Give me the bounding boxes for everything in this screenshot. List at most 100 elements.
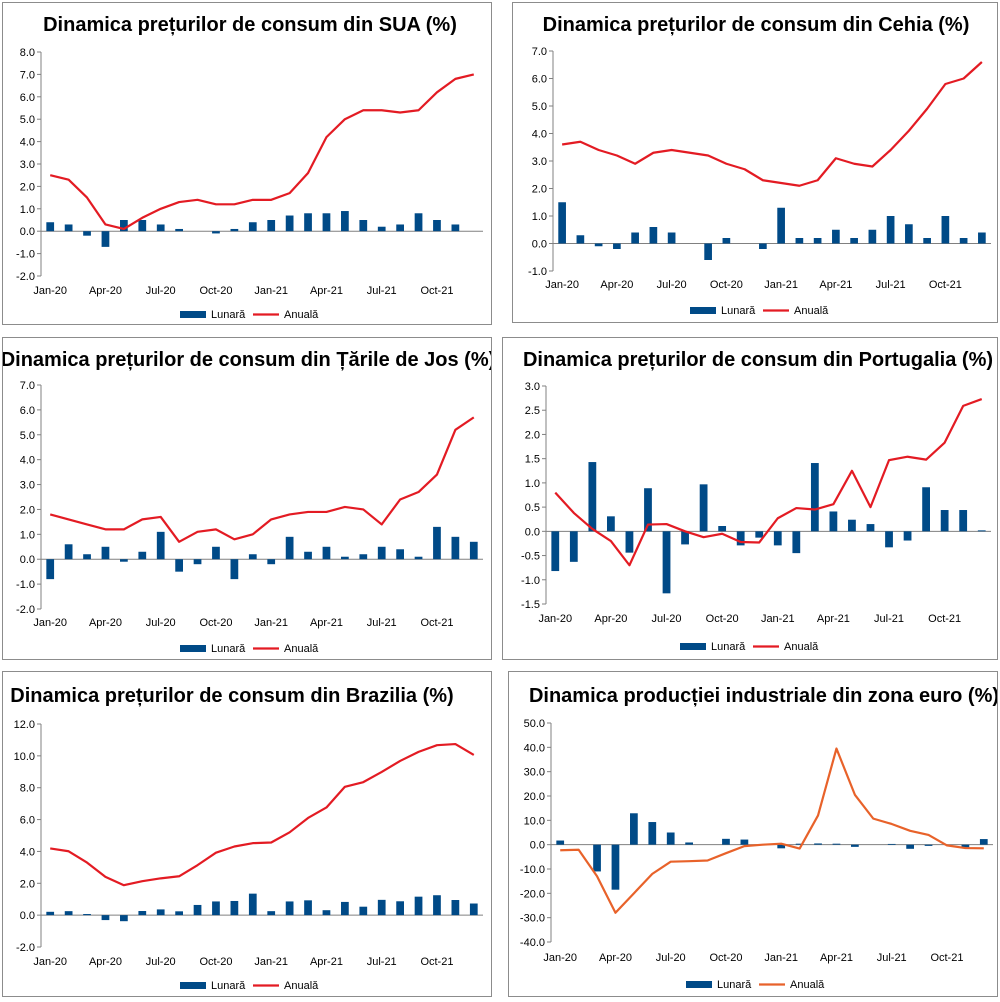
bar bbox=[46, 559, 55, 580]
y-tick-label: 0.5 bbox=[525, 502, 540, 514]
legend-annual-label: Anuală bbox=[794, 305, 829, 317]
bar bbox=[377, 899, 386, 916]
x-tick-label: Jul-20 bbox=[146, 956, 176, 968]
y-tick-label: -10.0 bbox=[520, 864, 545, 876]
legend-monthly-label: Lunară bbox=[711, 641, 746, 653]
bar bbox=[795, 238, 804, 244]
y-tick-label: 4.0 bbox=[532, 129, 547, 141]
y-tick-label: 2.0 bbox=[525, 429, 540, 441]
bar bbox=[755, 531, 764, 538]
bar bbox=[905, 224, 913, 244]
legend-monthly-swatch bbox=[180, 311, 206, 318]
bar bbox=[120, 915, 128, 922]
bar bbox=[558, 202, 566, 244]
y-tick-label: 6.0 bbox=[532, 74, 547, 86]
y-tick-label: 1.0 bbox=[525, 478, 540, 490]
bar bbox=[230, 559, 239, 580]
bar bbox=[285, 215, 294, 232]
bar bbox=[359, 554, 368, 560]
chart-panel-netherlands: Dinamica prețurilor de consum din Țările… bbox=[2, 337, 492, 660]
x-tick-label: Jul-20 bbox=[146, 285, 176, 297]
y-tick-label: 0.0 bbox=[532, 239, 547, 251]
y-tick-label: -1.0 bbox=[16, 579, 35, 591]
bar bbox=[101, 915, 110, 921]
y-tick-label: 1.0 bbox=[532, 211, 547, 223]
chart-svg-czech: Dinamica prețurilor de consum din Cehia … bbox=[528, 14, 991, 317]
bar bbox=[377, 226, 386, 232]
y-tick-label: 2.5 bbox=[525, 405, 540, 417]
bar bbox=[248, 222, 257, 232]
bar bbox=[922, 487, 930, 532]
legend-monthly-swatch bbox=[686, 981, 712, 988]
bar bbox=[681, 531, 689, 545]
bar bbox=[979, 839, 988, 845]
x-tick-label: Apr-21 bbox=[817, 613, 850, 625]
y-tick-label: 3.0 bbox=[532, 156, 547, 168]
legend-annual-label: Anuală bbox=[284, 980, 319, 992]
y-tick-label: 20.0 bbox=[524, 791, 545, 803]
bar bbox=[576, 235, 585, 244]
bar bbox=[868, 229, 877, 244]
bar bbox=[212, 546, 220, 560]
bar bbox=[212, 231, 220, 234]
x-tick-label: Oct-20 bbox=[199, 285, 232, 297]
bar bbox=[120, 559, 128, 562]
bar bbox=[359, 906, 368, 916]
bar bbox=[666, 832, 675, 845]
bar bbox=[924, 844, 933, 846]
chart-panel-portugal: Dinamica prețurilor de consum din Portug… bbox=[502, 337, 998, 660]
x-tick-label: Jul-21 bbox=[877, 952, 907, 964]
bar bbox=[414, 896, 423, 916]
bar bbox=[777, 207, 785, 244]
y-tick-label: 4.0 bbox=[20, 846, 35, 858]
bar bbox=[341, 901, 349, 916]
x-tick-label: Jan-21 bbox=[254, 617, 288, 629]
x-tick-label: Jul-20 bbox=[146, 617, 176, 629]
bar bbox=[648, 822, 657, 845]
bar bbox=[304, 900, 312, 916]
bar bbox=[322, 213, 331, 232]
x-tick-label: Apr-20 bbox=[89, 285, 122, 297]
bar bbox=[699, 484, 708, 532]
y-tick-label: 50.0 bbox=[524, 718, 545, 730]
bar bbox=[631, 232, 639, 244]
bar bbox=[810, 463, 819, 532]
x-tick-label: Apr-20 bbox=[600, 279, 633, 291]
bar bbox=[611, 844, 620, 890]
bar bbox=[101, 231, 110, 247]
x-tick-label: Jan-21 bbox=[764, 952, 798, 964]
y-tick-label: 0.0 bbox=[20, 910, 35, 922]
bar bbox=[941, 216, 950, 244]
chart-panel-usa: Dinamica prețurilor de consum din SUA (%… bbox=[2, 2, 492, 325]
bar bbox=[625, 531, 634, 553]
x-tick-label: Jan-21 bbox=[254, 285, 288, 297]
legend-annual-label: Anuală bbox=[284, 309, 319, 321]
bar bbox=[469, 541, 478, 560]
bar bbox=[451, 536, 460, 560]
y-tick-label: 3.0 bbox=[20, 159, 35, 171]
chart-panel-brazil: Dinamica prețurilor de consum din Brazil… bbox=[2, 671, 492, 997]
bar bbox=[267, 911, 276, 916]
y-tick-label: 5.0 bbox=[20, 114, 35, 126]
x-tick-label: Apr-20 bbox=[89, 617, 122, 629]
x-tick-label: Jan-20 bbox=[33, 285, 67, 297]
y-tick-label: -30.0 bbox=[520, 913, 545, 925]
y-tick-label: 1.5 bbox=[525, 454, 540, 466]
legend-monthly-swatch bbox=[180, 982, 206, 989]
x-tick-label: Jul-21 bbox=[367, 617, 397, 629]
bar bbox=[156, 224, 165, 232]
bar bbox=[396, 549, 404, 560]
bar bbox=[101, 546, 110, 560]
y-tick-label: 8.0 bbox=[20, 783, 35, 795]
bar bbox=[156, 531, 165, 560]
chart-title: Dinamica prețurilor de consum din Brazil… bbox=[10, 685, 453, 707]
y-tick-label: 6.0 bbox=[20, 815, 35, 827]
x-tick-label: Jan-21 bbox=[761, 613, 795, 625]
chart-svg-portugal: Dinamica prețurilor de consum din Portug… bbox=[521, 349, 993, 653]
bar bbox=[777, 844, 786, 849]
y-tick-label: 0.0 bbox=[525, 526, 540, 538]
bar bbox=[285, 901, 294, 916]
y-tick-label: -0.5 bbox=[521, 551, 540, 563]
legend-annual-label: Anuală bbox=[790, 979, 825, 991]
y-tick-label: 3.0 bbox=[20, 480, 35, 492]
